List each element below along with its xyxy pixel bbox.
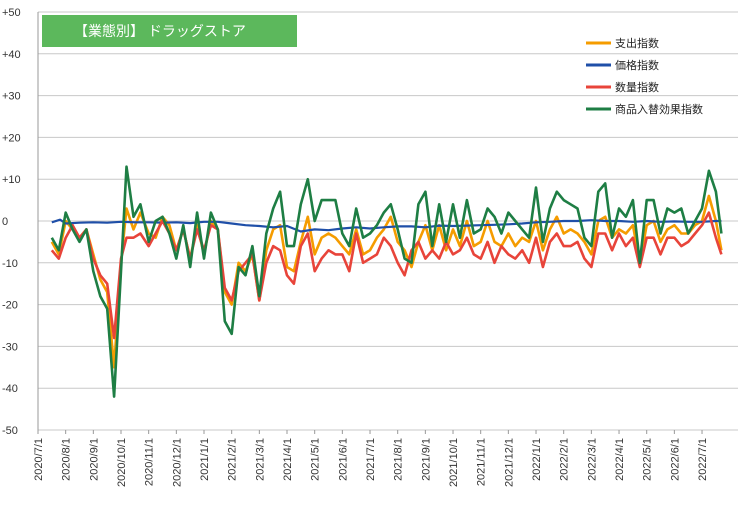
title-background — [42, 15, 297, 47]
legend-label: 価格指数 — [615, 58, 659, 72]
x-tick-label: 2021/10/1 — [448, 438, 460, 487]
x-tick-label: 2022/7/1 — [697, 438, 709, 481]
y-tick-label: -30 — [2, 341, 18, 353]
x-tick-label: 2020/9/1 — [88, 438, 100, 481]
chart-title-box: 【業態別】 ドラッグストア — [42, 15, 297, 47]
x-tick-label: 2022/2/1 — [559, 438, 571, 481]
x-tick-label: 2021/12/1 — [503, 438, 515, 487]
x-tick-label: 2021/3/1 — [254, 438, 266, 481]
x-tick-label: 2022/5/1 — [642, 438, 654, 481]
y-tick-label: -10 — [2, 258, 18, 270]
x-tick-label: 2021/9/1 — [420, 438, 432, 481]
x-tick-label: 2021/11/1 — [476, 438, 488, 486]
x-tick-label: 2022/3/1 — [586, 438, 598, 481]
chart-title: 【業態別】 ドラッグストア — [74, 23, 246, 39]
y-tick-label: +40 — [2, 49, 21, 61]
y-tick-label: +30 — [2, 91, 21, 103]
x-tick-label: 2021/8/1 — [393, 438, 405, 481]
series-line — [51, 218, 722, 233]
y-tick-label: -50 — [2, 425, 18, 437]
y-tick-label: +20 — [2, 132, 21, 144]
x-axis-labels: 2020/7/1 2020/8/1 2020/9/1 2020/10/1 2020/11… — [33, 438, 709, 487]
y-tick-label: -40 — [2, 383, 18, 395]
x-tick-label: 2020/12/1 — [171, 438, 183, 487]
x-tick-label: 2020/8/1 — [61, 438, 73, 481]
x-tick-label: 2022/1/1 — [531, 438, 543, 481]
y-tick-label: 0 — [2, 216, 8, 228]
series-line — [50, 211, 723, 340]
y-tick-label: +50 — [2, 7, 21, 19]
x-tick-label: 2021/5/1 — [310, 438, 322, 481]
x-tick-label: 2021/1/1 — [199, 438, 211, 481]
series-lines — [50, 165, 723, 398]
legend-label: 数量指数 — [615, 80, 659, 94]
x-tick-label: 2021/4/1 — [282, 438, 294, 481]
x-tick-label: 2020/11/1 — [144, 438, 156, 486]
x-tick-label: 2022/4/1 — [614, 438, 626, 481]
series-line — [50, 165, 723, 398]
x-tick-label: 2021/7/1 — [365, 438, 377, 481]
legend-label: 商品入替効果指数 — [615, 102, 703, 116]
x-tick-label: 2020/10/1 — [116, 438, 128, 487]
x-tick-label: 2021/2/1 — [227, 438, 239, 481]
y-tick-label: +10 — [2, 174, 21, 186]
x-tick-label: 2021/6/1 — [337, 438, 349, 481]
x-tick-label: 2020/7/1 — [33, 438, 45, 481]
x-tick-label: 2022/6/1 — [669, 438, 681, 481]
legend-label: 支出指数 — [615, 36, 659, 50]
y-axis-labels: +50 +40 +30 +20 +10 0 -10 -20 -30 -40 -50 — [2, 7, 21, 437]
y-tick-label: -20 — [2, 300, 18, 312]
